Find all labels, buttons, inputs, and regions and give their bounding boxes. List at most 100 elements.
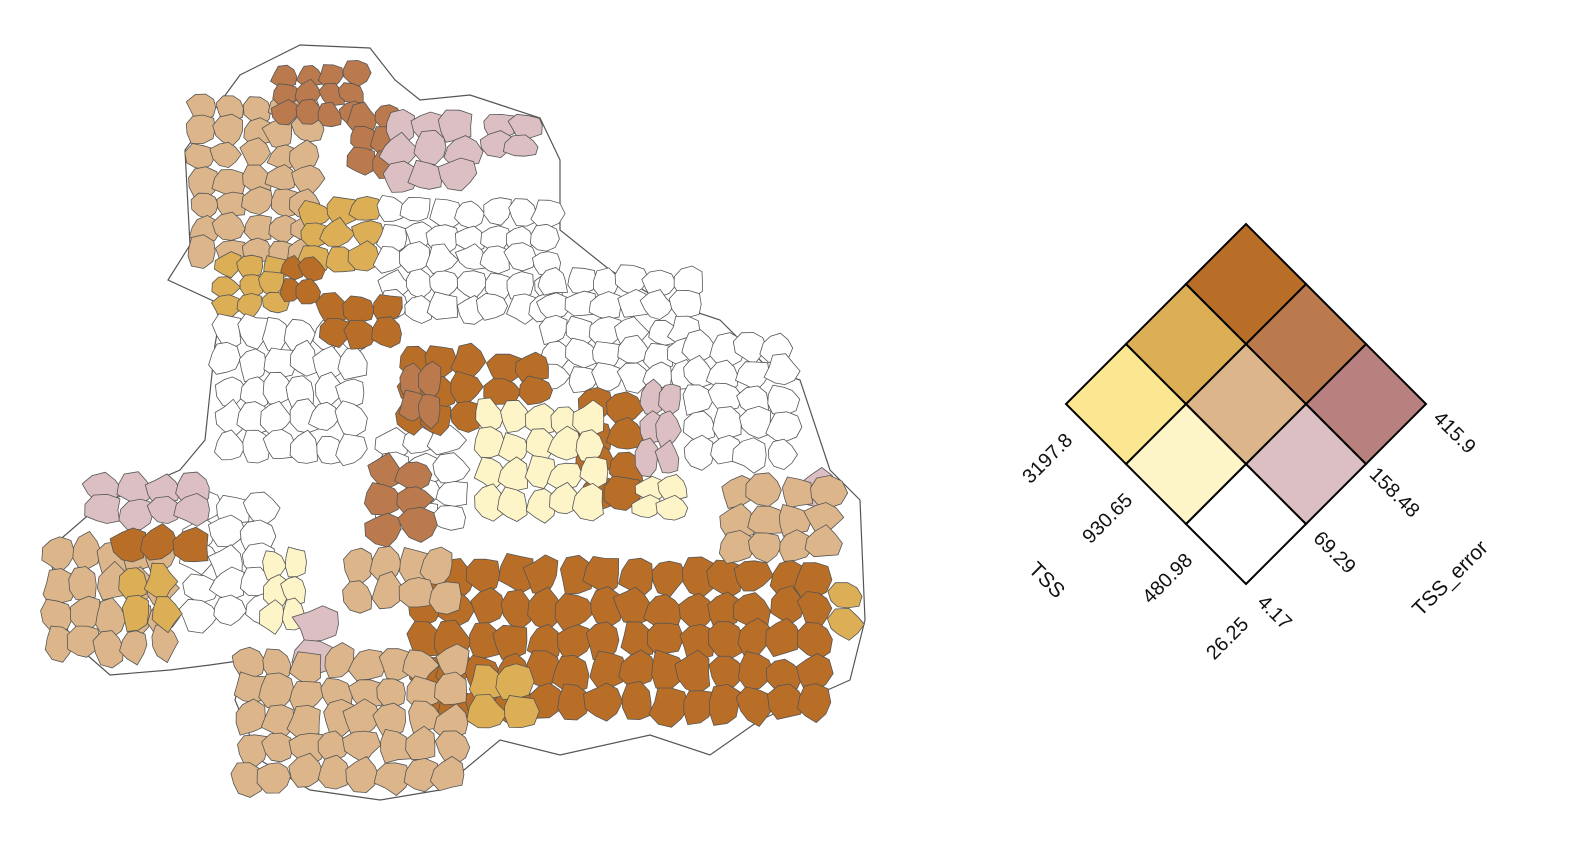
subcatchment-238 — [450, 342, 487, 380]
subcatchment-283 — [496, 486, 528, 522]
subcatchment-408 — [735, 686, 776, 728]
subcatchment-288 — [284, 546, 307, 578]
subcatchment-117 — [404, 295, 434, 324]
subcatchment-150 — [616, 362, 651, 394]
subcatchment-96 — [404, 221, 438, 251]
subcatchment-107 — [503, 242, 537, 272]
subcatchment-421 — [779, 529, 815, 562]
subcatchment-465 — [345, 756, 380, 794]
subcatchment-160 — [763, 353, 801, 386]
subcatchment-362 — [612, 586, 652, 626]
subcatchment-379 — [707, 621, 745, 660]
subcatchment-462 — [256, 762, 291, 794]
subcatchment-432 — [324, 642, 355, 679]
subcatchment-474 — [371, 571, 407, 610]
subcatchment-380 — [737, 617, 776, 657]
subcatchment-453 — [237, 734, 269, 768]
subcatchment-172 — [767, 438, 798, 471]
subcatchment-297 — [639, 378, 664, 416]
subcatchment-51 — [346, 146, 376, 176]
subcatchment-134 — [668, 289, 702, 318]
subcatchment-349 — [651, 560, 688, 598]
subcatchment-476 — [428, 581, 462, 615]
subcatchment-179 — [208, 341, 242, 375]
subcatchment-358 — [500, 589, 535, 630]
subcatchment-95 — [375, 224, 408, 254]
subcatchment-43 — [270, 99, 300, 126]
subcatchment-410 — [797, 683, 832, 724]
subcatchment-200 — [289, 429, 318, 464]
subcatchment-335 — [143, 562, 179, 603]
subcatchment-127 — [641, 269, 678, 298]
subcatchment-426 — [495, 663, 535, 700]
subcatchment-223 — [432, 452, 471, 484]
subcatchment-181 — [263, 347, 298, 378]
subcatchment-149 — [591, 362, 623, 392]
x-axis-title: TSS — [1024, 558, 1069, 603]
subcatchment-334 — [118, 567, 148, 600]
subcatchment-298 — [658, 383, 681, 415]
subcatchment-216 — [213, 594, 248, 626]
x-tick-0: 26.25 — [1202, 613, 1253, 664]
subcatchment-245 — [485, 353, 523, 384]
subcatchment-248 — [519, 375, 553, 406]
subcatchment-169 — [683, 434, 715, 471]
subcatchment-472 — [419, 546, 453, 586]
subcatchment-112 — [456, 270, 488, 301]
subcatchment-412 — [745, 472, 782, 507]
subcatchment-zones — [40, 59, 865, 798]
subcatchment-166 — [712, 406, 742, 440]
subcatchment-26 — [211, 211, 246, 241]
subcatchment-241 — [450, 370, 484, 404]
subcatchment-159 — [735, 361, 770, 392]
subcatchment-302 — [654, 439, 680, 474]
subcatchment-18 — [264, 164, 296, 192]
subcatchment-155 — [732, 332, 768, 366]
subcatchment-205 — [242, 491, 281, 527]
subcatchment-404 — [621, 680, 652, 721]
subcatchment-184 — [337, 345, 368, 381]
subcatchment-137 — [588, 316, 626, 348]
subcatchment-259 — [363, 482, 402, 516]
subcatchment-444 — [434, 671, 468, 706]
subcatchment-234 — [343, 319, 378, 350]
subcatchment-301 — [634, 437, 658, 478]
subcatchment-19 — [291, 164, 326, 196]
subcatchment-402 — [557, 683, 591, 721]
subcatchment-102 — [372, 246, 408, 274]
subcatchment-266 — [417, 394, 441, 430]
subcatchment-232 — [373, 294, 403, 324]
subcatchment-62 — [213, 251, 243, 279]
subcatchment-121 — [505, 293, 537, 325]
subcatchment-30 — [187, 234, 216, 269]
subcatchment-120 — [475, 292, 509, 321]
catchment-map — [40, 44, 866, 801]
subcatchment-409 — [767, 683, 805, 720]
subcatchment-437 — [233, 671, 267, 703]
subcatchment-45 — [317, 101, 342, 128]
subcatchment-71 — [280, 254, 306, 281]
x-tick-3: 3197.8 — [1018, 429, 1077, 488]
subcatchment-148 — [568, 366, 600, 394]
subcatchment-286 — [571, 482, 604, 522]
subcatchment-81 — [382, 160, 419, 193]
subcatchment-105 — [454, 243, 486, 270]
subcatchment-458 — [380, 728, 412, 764]
legend-cell-tss2-err2 — [1184, 222, 1308, 346]
subcatchment-22 — [241, 186, 274, 216]
subcatchment-94 — [530, 199, 566, 228]
subcatchment-252 — [605, 416, 645, 450]
subcatchment-226 — [435, 481, 469, 507]
subcatchment-110 — [405, 268, 435, 300]
subcatchment-403 — [583, 682, 623, 722]
subcatchment-296 — [655, 494, 689, 521]
subcatchment-182 — [289, 339, 318, 377]
y-tick-2: 158.48 — [1365, 463, 1424, 522]
subcatchment-331 — [92, 630, 124, 669]
x-tick-1: 480.98 — [1138, 549, 1197, 608]
subcatchment-101 — [529, 223, 560, 252]
subcatchment-61 — [347, 240, 380, 272]
subcatchment-54 — [326, 196, 357, 226]
subcatchment-69 — [236, 292, 262, 319]
subcatchment-268 — [500, 399, 532, 434]
